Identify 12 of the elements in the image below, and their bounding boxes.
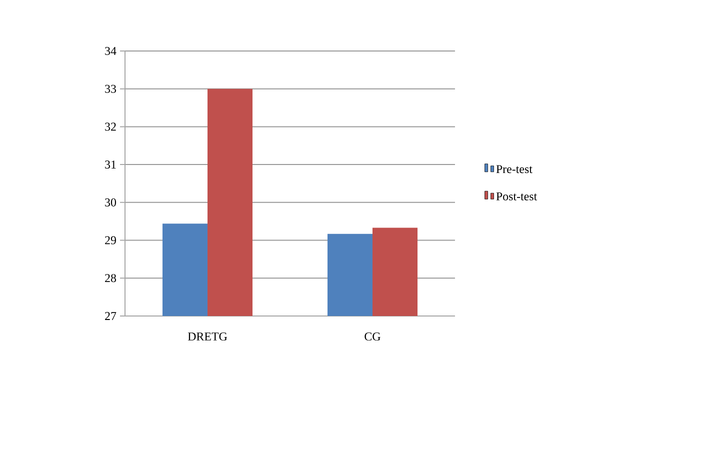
legend-label: Post-test xyxy=(496,192,538,200)
y-tick-label: 34 xyxy=(105,46,116,55)
y-tick-label: 31 xyxy=(105,160,116,169)
y-tick-label: 27 xyxy=(105,312,116,320)
x-tick-label: CG xyxy=(364,332,380,341)
legend-label: Pre-test xyxy=(496,165,532,174)
y-tick-label: 28 xyxy=(105,274,116,282)
y-tick-label: 33 xyxy=(105,84,116,93)
y-tick-label: 32 xyxy=(105,122,116,131)
x-tick-label: DRETG xyxy=(188,332,228,341)
y-tick-label: 29 xyxy=(105,236,116,244)
y-tick-label: 30 xyxy=(105,198,116,206)
